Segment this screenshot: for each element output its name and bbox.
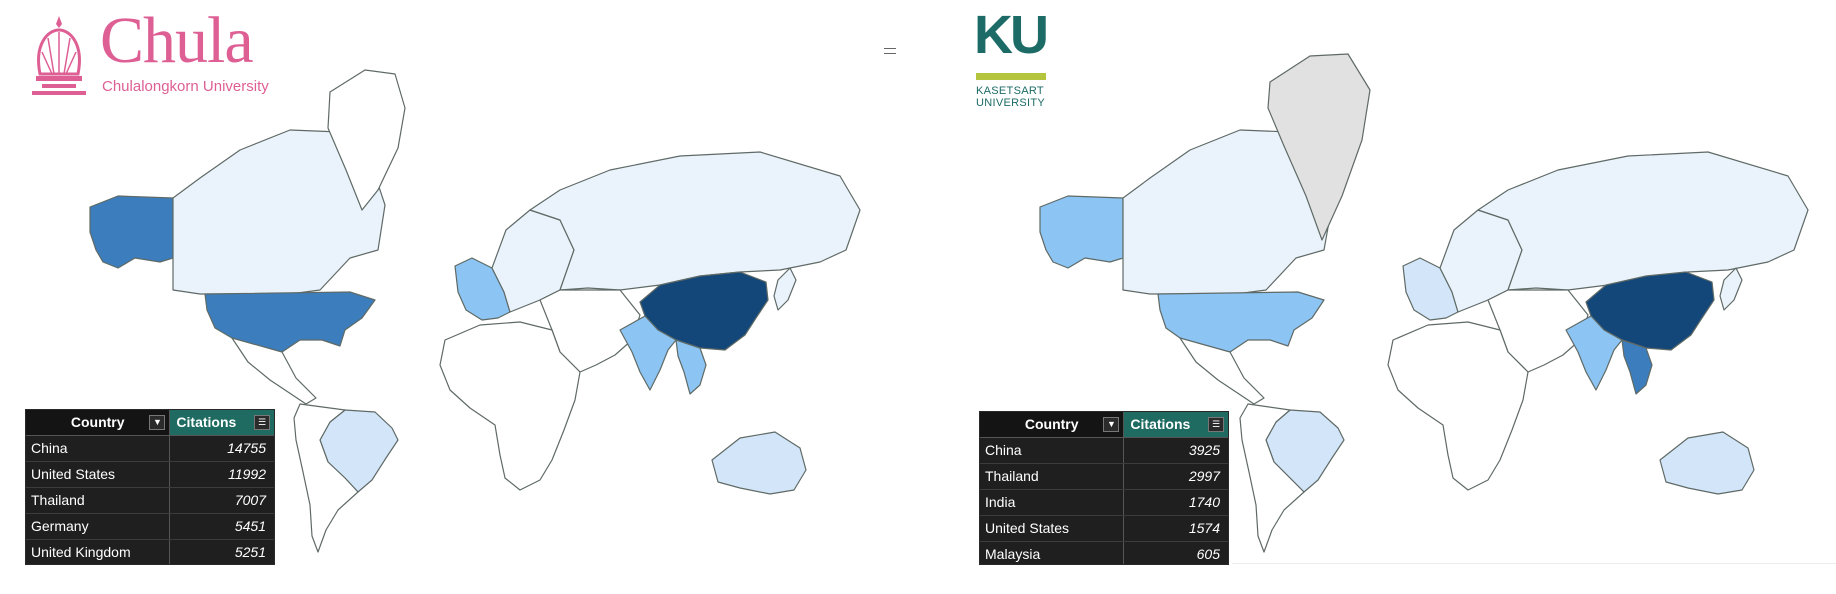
citations-cell: 1740 xyxy=(1188,494,1220,510)
divider xyxy=(1232,563,1836,564)
table-header: Country ▼ Citations ☰ xyxy=(980,412,1228,438)
citations-cell: 14755 xyxy=(227,440,266,456)
column-header-label: Citations xyxy=(1130,416,1191,432)
citations-cell: 11992 xyxy=(228,466,266,482)
column-header-label: Country xyxy=(70,414,125,430)
country-cell: Thailand xyxy=(26,488,170,513)
chula-world-map[interactable] xyxy=(0,0,918,594)
australia xyxy=(1659,431,1755,495)
thailand xyxy=(675,339,707,395)
sort-descending-icon[interactable]: ☰ xyxy=(254,415,270,430)
column-header-citations[interactable]: Citations ☰ xyxy=(1124,412,1228,437)
chula-emblem-icon xyxy=(32,16,86,95)
column-header-label: Country xyxy=(1024,416,1079,432)
column-header-citations[interactable]: Citations ☰ xyxy=(170,410,274,435)
country-cell: China xyxy=(26,436,170,461)
column-header-country[interactable]: Country ▼ xyxy=(980,412,1125,437)
table-row[interactable]: China 14755 xyxy=(26,436,274,462)
table-row[interactable]: Thailand 2997 xyxy=(980,464,1228,490)
table-row[interactable]: Germany 5451 xyxy=(26,514,274,540)
table-row[interactable]: China 3925 xyxy=(980,438,1228,464)
column-header-country[interactable]: Country ▼ xyxy=(26,410,171,435)
table-row[interactable]: United States 1574 xyxy=(980,516,1228,542)
europe-west xyxy=(454,257,511,321)
ku-logo-bar xyxy=(976,73,1046,80)
ku-name-line2: UNIVERSITY xyxy=(976,97,1046,109)
chula-subtitle: Chulalongkorn University xyxy=(102,78,269,95)
country-cell: United States xyxy=(980,516,1124,541)
ku-world-map[interactable] xyxy=(918,0,1836,594)
citations-cell: 605 xyxy=(1196,546,1220,562)
map-countries xyxy=(89,69,861,553)
ku-panel: KU KASETSART UNIVERSITY Country ▼ Citati… xyxy=(918,0,1836,594)
column-header-label: Citations xyxy=(176,414,237,430)
russia xyxy=(1477,151,1809,291)
chula-panel: Chula Chulalongkorn University Country ▼… xyxy=(0,0,918,594)
japan xyxy=(773,267,797,311)
mexico-central-america xyxy=(231,337,317,405)
greenland xyxy=(1267,53,1371,241)
menu-handle-icon xyxy=(884,48,896,54)
south-america xyxy=(1239,403,1305,553)
country-cell: Malaysia xyxy=(980,542,1124,564)
ku-logo: KU KASETSART UNIVERSITY xyxy=(974,8,1064,114)
africa xyxy=(439,321,581,491)
country-cell: Germany xyxy=(26,514,170,539)
citations-cell: 2997 xyxy=(1188,468,1220,484)
india xyxy=(1565,315,1623,391)
table-row[interactable]: India 1740 xyxy=(980,490,1228,516)
country-cell: United Kingdom xyxy=(26,540,170,564)
table-row[interactable]: United States 11992 xyxy=(26,462,274,488)
table-row[interactable]: Malaysia 605 xyxy=(980,542,1228,564)
dropdown-icon[interactable]: ▼ xyxy=(149,415,166,430)
dropdown-icon[interactable]: ▼ xyxy=(1103,417,1120,432)
alaska xyxy=(1039,195,1124,269)
map-countries xyxy=(1039,53,1809,553)
india xyxy=(619,315,677,391)
japan xyxy=(1719,267,1743,311)
mexico-central-america xyxy=(1179,337,1265,405)
australia xyxy=(711,431,807,495)
country-cell: China xyxy=(980,438,1124,463)
ku-wordmark: KU xyxy=(974,5,1049,65)
chula-citations-table: Country ▼ Citations ☰ China 14755 United… xyxy=(26,410,274,564)
greenland xyxy=(327,69,406,211)
chula-logo: Chula Chulalongkorn University xyxy=(28,8,278,104)
citations-cell: 5451 xyxy=(234,518,266,534)
country-cell: India xyxy=(980,490,1124,515)
europe-west xyxy=(1402,257,1459,321)
usa xyxy=(1157,291,1325,353)
ku-name-line1: KASETSART xyxy=(976,85,1044,97)
citations-cell: 1574 xyxy=(1188,520,1220,536)
citations-cell: 5251 xyxy=(234,544,266,560)
russia xyxy=(529,151,861,291)
ku-citations-table: Country ▼ Citations ☰ China 3925 Thailan… xyxy=(980,412,1228,564)
citations-cell: 7007 xyxy=(234,492,266,508)
table-row[interactable]: United Kingdom 5251 xyxy=(26,540,274,564)
africa xyxy=(1387,321,1529,491)
country-cell: United States xyxy=(26,462,170,487)
citations-cell: 3925 xyxy=(1188,442,1220,458)
table-row[interactable]: Thailand 7007 xyxy=(26,488,274,514)
country-cell: Thailand xyxy=(980,464,1124,489)
alaska xyxy=(89,195,174,269)
sort-descending-icon[interactable]: ☰ xyxy=(1208,417,1224,432)
chula-wordmark: Chula xyxy=(100,4,254,77)
table-header: Country ▼ Citations ☰ xyxy=(26,410,274,436)
thailand xyxy=(1621,339,1653,395)
south-america xyxy=(293,403,359,553)
usa xyxy=(204,291,376,353)
